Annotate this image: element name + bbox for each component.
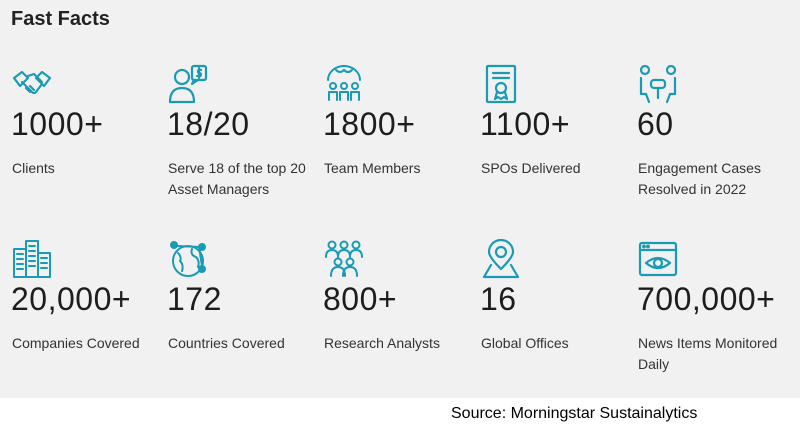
- fact-number: 700,000+: [637, 281, 775, 317]
- certificate-icon: [481, 64, 521, 104]
- fact-label: Clients: [12, 158, 168, 179]
- fact-number: 18/20: [167, 106, 250, 142]
- person-dollar-icon: [168, 64, 208, 104]
- fact-number: 16: [480, 281, 517, 317]
- fact-number: 800+: [323, 281, 397, 317]
- engagement-meeting-icon: [638, 64, 678, 104]
- fact-label: Team Members: [324, 158, 480, 179]
- group-people-icon: [324, 239, 364, 279]
- fact-number: 1000+: [11, 106, 103, 142]
- location-pin-icon: [481, 239, 521, 279]
- fact-number: 1100+: [480, 106, 570, 142]
- page-title: Fast Facts: [11, 8, 110, 31]
- fact-number: 172: [167, 281, 222, 317]
- globe-network-icon: [168, 239, 208, 279]
- fact-number: 1800+: [323, 106, 415, 142]
- team-globe-icon: [324, 64, 364, 104]
- fast-facts-panel: Fast Facts 1000+ Clients 18/20 S: [0, 0, 800, 398]
- fact-label: Companies Covered: [12, 333, 168, 354]
- fact-label: News Items Monitored Daily: [638, 333, 794, 375]
- buildings-icon: [12, 239, 52, 279]
- fact-label: Engagement Cases Resolved in 2022: [638, 158, 794, 200]
- fact-label: Countries Covered: [168, 333, 324, 354]
- fact-number: 60: [637, 106, 674, 142]
- browser-eye-icon: [638, 239, 678, 279]
- fact-label: Global Offices: [481, 333, 637, 354]
- handshake-icon: [12, 64, 52, 104]
- fact-number: 20,000+: [11, 281, 131, 317]
- fact-label: Research Analysts: [324, 333, 480, 354]
- source-caption: Source: Morningstar Sustainalytics: [451, 405, 697, 423]
- fact-label: SPOs Delivered: [481, 158, 637, 179]
- fact-label: Serve 18 of the top 20 Asset Managers: [168, 158, 324, 200]
